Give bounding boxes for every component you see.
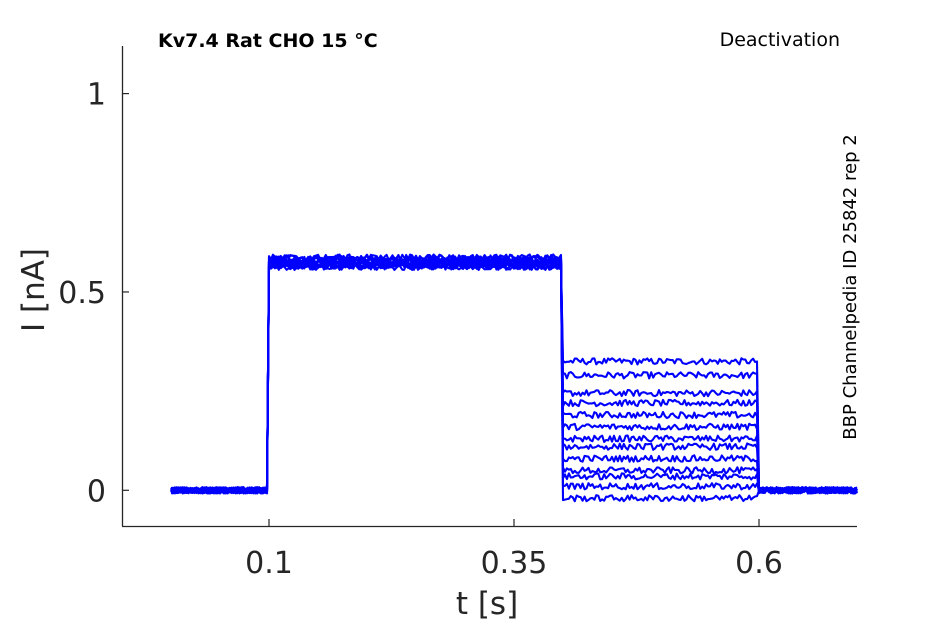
- x-tick-label-0: 0.1: [245, 546, 293, 581]
- current-traces: [170, 253, 858, 503]
- trace-sweep-2: [170, 260, 858, 495]
- y-tick-label-2: 1: [87, 78, 106, 113]
- trace-sweep-9: [170, 255, 858, 495]
- trace-sweep-11: [170, 262, 858, 495]
- x-tick-label-1: 0.35: [481, 546, 548, 581]
- trace-sweep-1: [170, 262, 858, 495]
- trace-sweep-7: [170, 260, 858, 495]
- x-axis-label: t [s]: [456, 586, 518, 622]
- trace-sweep-10: [170, 253, 858, 495]
- x-tick-label-2: 0.6: [735, 546, 783, 581]
- trace-sweep-4: [170, 255, 858, 495]
- y-tick-label-1: 0.5: [58, 276, 106, 311]
- source-id-label: BBP Channelpedia ID 25842 rep 2: [840, 134, 861, 439]
- trace-sweep-3: [170, 258, 858, 495]
- trace-sweep-13: [170, 257, 858, 503]
- y-axis-label: I [nA]: [16, 248, 52, 332]
- trace-sweep-12: [170, 260, 858, 495]
- y-axis-ticks: 00.51: [58, 78, 129, 509]
- trace-sweep-8: [170, 258, 858, 495]
- protocol-label: Deactivation: [720, 29, 840, 51]
- chart-title: Kv7.4 Rat CHO 15 °C: [158, 30, 378, 52]
- y-tick-label-0: 0: [87, 474, 106, 509]
- x-axis-ticks: 0.1 0.35 0.6: [245, 519, 783, 581]
